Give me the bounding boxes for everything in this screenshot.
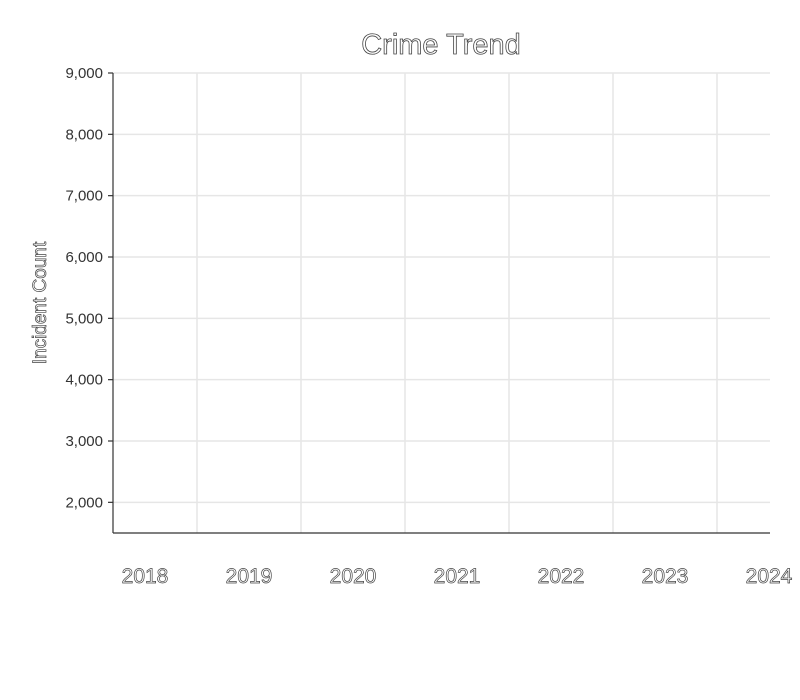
- x-tick-label: 2024: [746, 565, 793, 588]
- y-tick-label: 9,000: [65, 65, 103, 82]
- x-tick-label: 2018: [122, 565, 169, 588]
- y-tick-label: 5,000: [65, 310, 103, 327]
- y-tick-label: 2,000: [65, 494, 103, 511]
- chart-title: Crime Trend: [361, 29, 521, 61]
- x-ticks: 2018 2019 2020 2021 2022 2023 2024: [121, 565, 793, 589]
- x-tick-label: 2020: [330, 565, 377, 588]
- y-tick-label: 8,000: [65, 126, 103, 143]
- x-tick-label: 2019: [226, 565, 273, 588]
- grid: [113, 72, 770, 533]
- y-tick-label: 7,000: [65, 188, 103, 205]
- x-tick-label: 2022: [538, 565, 585, 588]
- y-ticks: 2,000 3,000 4,000 5,000 6,000 7,000 8,000 9,000: [65, 65, 113, 511]
- y-tick-label: 3,000: [65, 433, 103, 450]
- y-tick-label: 4,000: [65, 372, 103, 389]
- x-tick-label: 2023: [642, 565, 689, 588]
- y-axis-label: Incident Count: [30, 241, 51, 364]
- y-tick-label: 6,000: [65, 249, 103, 266]
- x-tick-label: 2021: [434, 565, 481, 588]
